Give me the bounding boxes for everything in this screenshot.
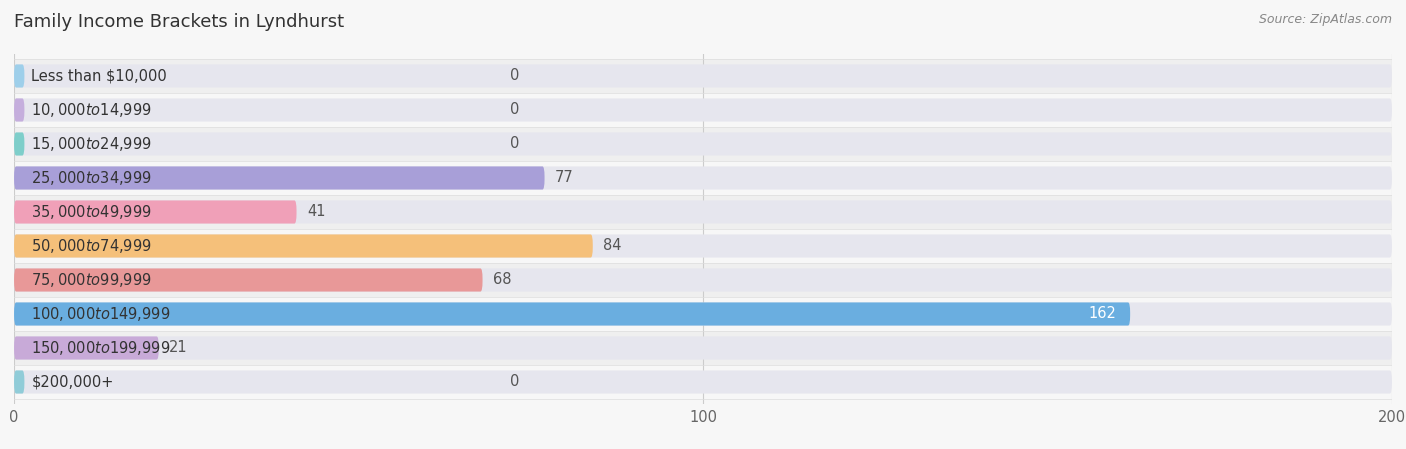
FancyBboxPatch shape — [0, 263, 1406, 297]
FancyBboxPatch shape — [14, 336, 1392, 360]
Text: $100,000 to $149,999: $100,000 to $149,999 — [31, 305, 170, 323]
Text: 0: 0 — [510, 69, 519, 84]
FancyBboxPatch shape — [14, 132, 1392, 155]
FancyBboxPatch shape — [14, 98, 24, 122]
FancyBboxPatch shape — [0, 195, 1406, 229]
FancyBboxPatch shape — [0, 59, 1406, 93]
FancyBboxPatch shape — [0, 365, 1406, 399]
FancyBboxPatch shape — [14, 132, 24, 155]
FancyBboxPatch shape — [14, 370, 1392, 394]
FancyBboxPatch shape — [14, 200, 297, 224]
Text: 162: 162 — [1088, 307, 1116, 321]
FancyBboxPatch shape — [0, 161, 1406, 195]
FancyBboxPatch shape — [14, 64, 1392, 88]
Text: 77: 77 — [555, 171, 574, 185]
FancyBboxPatch shape — [0, 229, 1406, 263]
FancyBboxPatch shape — [0, 127, 1406, 161]
Text: 68: 68 — [494, 273, 512, 287]
FancyBboxPatch shape — [14, 200, 1392, 224]
Text: Family Income Brackets in Lyndhurst: Family Income Brackets in Lyndhurst — [14, 13, 344, 31]
FancyBboxPatch shape — [14, 234, 1392, 258]
FancyBboxPatch shape — [14, 269, 1392, 291]
Text: 0: 0 — [510, 136, 519, 151]
Text: $10,000 to $14,999: $10,000 to $14,999 — [31, 101, 152, 119]
Text: $75,000 to $99,999: $75,000 to $99,999 — [31, 271, 152, 289]
FancyBboxPatch shape — [14, 269, 482, 291]
Text: 0: 0 — [510, 374, 519, 389]
Text: $50,000 to $74,999: $50,000 to $74,999 — [31, 237, 152, 255]
FancyBboxPatch shape — [14, 303, 1392, 326]
Text: Source: ZipAtlas.com: Source: ZipAtlas.com — [1258, 13, 1392, 26]
Text: $15,000 to $24,999: $15,000 to $24,999 — [31, 135, 152, 153]
FancyBboxPatch shape — [14, 370, 24, 394]
FancyBboxPatch shape — [14, 303, 1130, 326]
Text: 41: 41 — [307, 204, 325, 220]
FancyBboxPatch shape — [14, 167, 1392, 189]
Text: 21: 21 — [169, 340, 187, 356]
FancyBboxPatch shape — [0, 331, 1406, 365]
Text: 84: 84 — [603, 238, 621, 254]
FancyBboxPatch shape — [14, 234, 593, 258]
Text: $35,000 to $49,999: $35,000 to $49,999 — [31, 203, 152, 221]
Text: $200,000+: $200,000+ — [31, 374, 114, 389]
FancyBboxPatch shape — [14, 64, 24, 88]
FancyBboxPatch shape — [0, 297, 1406, 331]
Text: 0: 0 — [510, 102, 519, 118]
FancyBboxPatch shape — [14, 167, 544, 189]
FancyBboxPatch shape — [14, 98, 1392, 122]
FancyBboxPatch shape — [14, 336, 159, 360]
Text: $150,000 to $199,999: $150,000 to $199,999 — [31, 339, 170, 357]
Text: Less than $10,000: Less than $10,000 — [31, 69, 167, 84]
FancyBboxPatch shape — [0, 93, 1406, 127]
Text: $25,000 to $34,999: $25,000 to $34,999 — [31, 169, 152, 187]
